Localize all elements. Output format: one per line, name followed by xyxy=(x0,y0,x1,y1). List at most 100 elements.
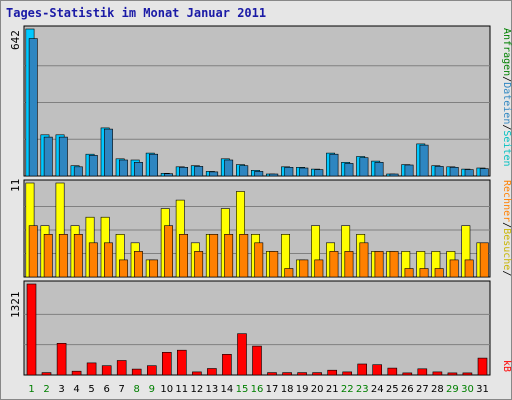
visits-rechner-bar-day-18 xyxy=(284,268,294,278)
kb-kb-bar-day-30 xyxy=(462,372,473,376)
day-label-19: 19 xyxy=(296,384,309,395)
kb-kb-bar-day-22 xyxy=(342,371,353,376)
visits-legend-part: / xyxy=(501,222,512,228)
visits-rechner-bar-day-19 xyxy=(299,259,309,278)
hits-legend-part: Seiten xyxy=(501,130,512,166)
day-label-9: 9 xyxy=(149,384,155,395)
day-label-21: 21 xyxy=(326,384,339,395)
hits-panel: 642 Anfragen/Dateien/Seiten xyxy=(9,25,512,177)
day-label-27: 27 xyxy=(416,384,429,395)
visits-rechner-bar-day-24 xyxy=(374,251,384,278)
day-label-25: 25 xyxy=(386,384,399,395)
kb-kb-bar-day-15 xyxy=(237,333,247,376)
day-label-31: 31 xyxy=(476,384,489,395)
visits-rechner-bar-day-11 xyxy=(179,234,188,278)
kb-kb-bar-day-3 xyxy=(56,342,67,376)
day-label-2: 2 xyxy=(43,384,49,395)
day-label-23: 23 xyxy=(356,384,369,395)
hits-dateien-bar-day-19 xyxy=(299,167,309,177)
visits-rechner-bar-day-25 xyxy=(389,251,399,278)
kb-kb-bar-day-14 xyxy=(222,353,232,376)
hits-dateien-bar-day-5 xyxy=(88,155,98,177)
day-label-15: 15 xyxy=(236,384,249,395)
hits-dateien-bar-day-18 xyxy=(284,167,294,177)
hits-dateien-bar-day-17 xyxy=(269,173,279,177)
visits-legend-part: Rechner xyxy=(501,180,512,222)
visits-rechner-bar-day-31 xyxy=(479,242,489,278)
hits-dateien-bar-day-22 xyxy=(344,163,354,177)
day-label-8: 8 xyxy=(134,384,140,395)
visits-rechner-bar-day-12 xyxy=(194,251,204,278)
kb-kb-bar-day-5 xyxy=(86,362,97,376)
visits-rechner-bar-day-20 xyxy=(314,259,324,278)
visits-rechner-bar-day-14 xyxy=(224,234,234,278)
day-label-4: 4 xyxy=(73,384,79,395)
visits-rechner-bar-day-2 xyxy=(43,234,53,278)
hits-dateien-bar-day-12 xyxy=(194,166,204,177)
hits-dateien-bar-day-30 xyxy=(464,169,474,177)
kb-kb-bar-day-13 xyxy=(207,368,217,376)
hits-dateien-bar-day-9 xyxy=(149,153,158,177)
hits-legend-part: Dateien xyxy=(501,82,512,124)
day-label-18: 18 xyxy=(281,384,294,395)
kb-panel: 1321 kB xyxy=(9,280,512,376)
day-label-24: 24 xyxy=(371,384,384,395)
hits-dateien-bar-day-31 xyxy=(479,168,489,177)
day-label-12: 12 xyxy=(191,384,204,395)
visits-rechner-bar-day-1 xyxy=(28,225,38,278)
day-label-5: 5 xyxy=(88,384,94,395)
day-label-17: 17 xyxy=(266,384,279,395)
kb-kb-bar-day-17 xyxy=(267,372,277,376)
day-label-7: 7 xyxy=(119,384,125,395)
day-label-30: 30 xyxy=(461,384,474,395)
day-label-6: 6 xyxy=(104,384,110,395)
kb-kb-bar-day-16 xyxy=(252,345,262,376)
day-label-13: 13 xyxy=(206,384,219,395)
hits-dateien-bar-day-28 xyxy=(434,166,444,177)
chart-title: Tages-Statistik im Monat Januar 2011 xyxy=(6,6,266,20)
hits-dateien-bar-day-3 xyxy=(58,136,68,177)
visits-rechner-bar-day-16 xyxy=(254,242,264,278)
visits-rechner-bar-day-9 xyxy=(149,259,158,278)
hits-legend-part: Anfragen xyxy=(501,28,512,76)
hits-dateien-bar-day-20 xyxy=(314,169,324,177)
kb-kb-bar-day-10 xyxy=(162,351,172,376)
day-label-28: 28 xyxy=(431,384,444,395)
visits-rechner-bar-day-15 xyxy=(239,234,249,278)
day-label-3: 3 xyxy=(58,384,64,395)
hits-dateien-bar-day-27 xyxy=(419,144,429,177)
day-label-14: 14 xyxy=(221,384,234,395)
hits-dateien-bar-day-8 xyxy=(134,162,143,177)
hits-dateien-bar-day-26 xyxy=(404,164,414,177)
kb-kb-bar-day-7 xyxy=(116,360,127,376)
kb-kb-bar-day-11 xyxy=(177,349,187,376)
kb-kb-bar-day-29 xyxy=(447,372,458,376)
visits-rechner-bar-day-4 xyxy=(73,234,83,278)
hits-dateien-bar-day-7 xyxy=(119,159,128,177)
visits-rechner-bar-day-7 xyxy=(119,259,128,278)
kb-legend: kB xyxy=(501,360,512,372)
hits-dateien-bar-day-4 xyxy=(73,166,83,177)
day-label-26: 26 xyxy=(401,384,414,395)
visits-rechner-bar-day-29 xyxy=(449,259,459,278)
day-labels: 1 2 3 4 5 6 7 8 9 10 11 12 13 14 15 16 17 18 19 20 21 22 23 24 2… xyxy=(28,384,489,395)
hits-ymax-label: 642 xyxy=(9,30,22,50)
day-label-22: 22 xyxy=(341,384,354,395)
hits-legend-part: / xyxy=(501,124,512,130)
kb-kb-bar-day-31 xyxy=(477,357,488,376)
visits-legend-part: Besuche xyxy=(501,228,512,270)
visits-rechner-bar-day-28 xyxy=(434,268,444,278)
visits-rechner-bar-day-3 xyxy=(58,234,68,278)
visits-legend: Rechner/Besuche/ xyxy=(501,180,512,276)
visits-rechner-bar-day-5 xyxy=(88,242,98,278)
visits-rechner-bar-day-6 xyxy=(104,242,113,278)
visits-rechner-bar-day-13 xyxy=(209,234,219,278)
kb-kb-bar-day-24 xyxy=(372,364,383,376)
day-label-16: 16 xyxy=(251,384,264,395)
kb-kb-bar-day-25 xyxy=(387,367,398,376)
hits-dateien-bar-day-15 xyxy=(239,165,249,177)
hits-dateien-bar-day-1 xyxy=(28,38,38,177)
kb-ymax-label: 1321 xyxy=(9,292,22,319)
kb-kb-bar-day-4 xyxy=(71,370,82,376)
